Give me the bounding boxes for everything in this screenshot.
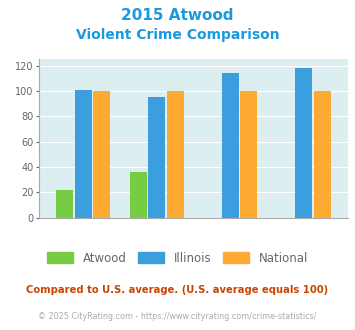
Text: 2015 Atwood: 2015 Atwood	[121, 8, 234, 23]
Bar	[295, 68, 312, 218]
Bar	[130, 172, 147, 218]
Bar	[93, 91, 110, 218]
Bar	[56, 190, 73, 218]
Bar	[240, 91, 257, 218]
Bar	[75, 90, 92, 218]
Text: Compared to U.S. average. (U.S. average equals 100): Compared to U.S. average. (U.S. average …	[26, 285, 329, 295]
Text: © 2025 CityRating.com - https://www.cityrating.com/crime-statistics/: © 2025 CityRating.com - https://www.city…	[38, 312, 317, 321]
Legend: Atwood, Illinois, National: Atwood, Illinois, National	[42, 247, 313, 269]
Bar	[148, 97, 165, 218]
Text: Violent Crime Comparison: Violent Crime Comparison	[76, 28, 279, 42]
Bar	[166, 91, 184, 218]
Bar	[222, 73, 239, 218]
Bar	[314, 91, 331, 218]
